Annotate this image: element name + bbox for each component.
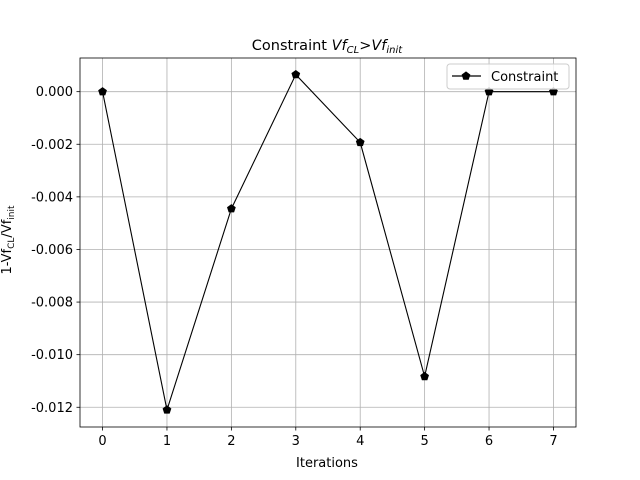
title-symbol2: Vf — [371, 38, 388, 54]
y-tick-label: -0.004 — [31, 190, 73, 205]
x-tick-label: 4 — [356, 434, 364, 449]
y-tick-label: 0.000 — [36, 85, 73, 100]
title-symbol1: Vf — [332, 38, 349, 54]
data-point-marker — [162, 405, 172, 414]
y-tick-label: -0.012 — [31, 401, 73, 416]
x-tick-label: 1 — [163, 434, 171, 449]
data-point-marker — [355, 137, 365, 147]
data-point-marker — [98, 87, 107, 96]
legend-box — [446, 63, 570, 90]
ylabel-sub1: CL — [7, 238, 17, 249]
title-prefix: Constraint — [252, 38, 332, 54]
data-point-marker — [291, 69, 301, 79]
y-axis-label: 1-VfCL/Vfinit — [0, 205, 17, 275]
legend-label: Constraint — [491, 70, 558, 85]
series-constraint — [98, 69, 558, 414]
chart-title: Constraint VfCL>Vfinit — [252, 38, 403, 56]
data-point-marker — [420, 371, 429, 381]
legend: Constraint — [446, 63, 570, 90]
y-tick-label: -0.006 — [31, 243, 73, 258]
ylabel-mid: /Vf — [0, 219, 15, 237]
y-tick-label: -0.002 — [31, 138, 73, 153]
x-tick-label: 3 — [292, 434, 300, 449]
y-tick-label: -0.010 — [31, 348, 73, 363]
ylabel-sub2: init — [7, 205, 17, 220]
x-tick-label: 6 — [485, 434, 493, 449]
grid-lines — [80, 58, 576, 427]
y-axis-ticks: 0.000 -0.002 -0.004 -0.006 -0.008 -0.010 -0.01… — [31, 85, 80, 416]
data-point-marker — [227, 204, 236, 213]
x-tick-label: 0 — [98, 434, 106, 449]
title-symbol1-sub: CL — [347, 45, 360, 56]
x-tick-label: 2 — [227, 434, 235, 449]
plot-area-frame — [79, 57, 577, 428]
title-symbol2-sub: init — [386, 45, 403, 56]
y-tick-label: -0.008 — [31, 296, 73, 311]
legend-marker — [461, 71, 471, 80]
x-tick-label: 7 — [549, 434, 557, 449]
x-tick-label: 5 — [420, 434, 428, 449]
x-axis-ticks: 0 1 2 3 4 5 6 7 — [98, 427, 558, 449]
series-line — [102, 73, 554, 413]
title-operator: > — [359, 38, 371, 54]
x-axis-label: Iterations — [296, 456, 358, 471]
ylabel-prefix: 1-Vf — [0, 248, 15, 274]
